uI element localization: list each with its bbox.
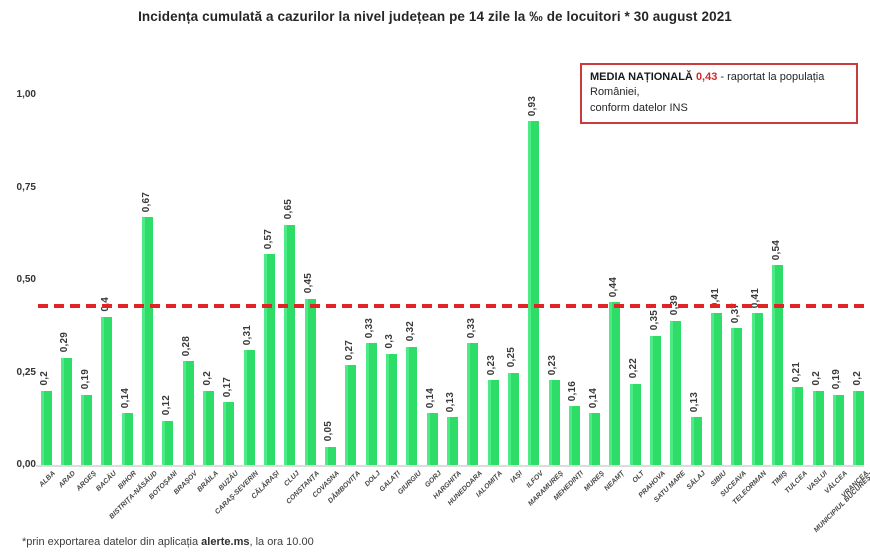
bar-dolj — [365, 342, 377, 465]
legend-text-line1: - raportat la populația României, — [590, 71, 825, 99]
bar-s-laj — [690, 416, 702, 465]
bar-value-label: 0,23 — [547, 354, 558, 375]
bar-value-label: 0,45 — [303, 273, 315, 294]
bar-value-label: 0,14 — [120, 387, 132, 409]
bar-value-label: 0,14 — [425, 387, 437, 409]
bar-buz-u — [223, 402, 235, 465]
bar-value-label: 0,27 — [343, 339, 355, 361]
national-average-dashed-line — [38, 303, 864, 308]
bar-value-label: 0,29 — [59, 332, 71, 353]
bar-br-ila — [203, 391, 215, 465]
bar-sibiu — [711, 313, 723, 465]
footnote: *prin exportarea datelor din aplicația a… — [22, 536, 314, 548]
bar-value-label: 0,65 — [282, 199, 294, 220]
bar-gala-i — [385, 354, 397, 465]
bar-prahova — [650, 335, 662, 465]
bar-value-label: 0,12 — [160, 395, 172, 416]
bar-teleorman — [751, 313, 763, 465]
bar-tulcea — [792, 387, 804, 465]
bar-harghita — [446, 416, 458, 465]
chart-title: Incidența cumulată a cazurilor la nivel … — [138, 9, 732, 24]
bar-value-label: 0,2 — [39, 371, 50, 386]
y-axis-tick-label: 0,25 — [16, 366, 36, 378]
y-axis-tick-label: 1,00 — [16, 89, 36, 100]
y-axis-tick-label: 0,75 — [16, 181, 36, 193]
bar-value-label: 0,2 — [851, 371, 863, 386]
footnote-suffix: , la ora 10.00 — [249, 536, 314, 548]
y-axis-tick-label: 0,00 — [16, 459, 36, 470]
bar-value-label: 0,2 — [811, 371, 823, 386]
bar-value-label: 0,67 — [140, 191, 152, 213]
bar-bac-u — [101, 317, 113, 465]
legend-value: 0,43 — [695, 71, 718, 83]
bar-arge- — [81, 394, 93, 465]
bar-olt — [629, 383, 641, 465]
bar-ia-i — [507, 372, 519, 465]
national-average-legend-box: MEDIA NAȚIONALĂ 0,43 - raportat la popul… — [580, 63, 858, 125]
bar-v-lcea — [832, 394, 844, 465]
bar-neam- — [609, 302, 621, 465]
bar-covasna — [324, 446, 336, 465]
bar-value-label: 0,28 — [181, 336, 193, 357]
bar-value-label: 0,3 — [384, 334, 396, 349]
bar-satu-mare — [670, 320, 682, 465]
bar-value-label: 0,14 — [587, 387, 599, 409]
bar-value-label: 0,13 — [445, 391, 457, 412]
legend-label: MEDIA NAȚIONALĂ — [590, 71, 693, 83]
bar-mehedin-i — [568, 405, 580, 465]
bar-value-label: 0,21 — [790, 362, 802, 383]
bar-value-label: 0,05 — [323, 421, 335, 442]
legend-text-line2: conform datelor INS — [590, 101, 688, 114]
bar-value-label: 0,35 — [648, 310, 660, 331]
bar-value-label: 0,23 — [486, 354, 498, 375]
bar-value-label: 0,31 — [242, 325, 254, 346]
bar-value-label: 0,19 — [831, 369, 843, 390]
bar-d-mbovi-a — [345, 365, 357, 465]
bar-maramure- — [548, 379, 560, 465]
bar-value-label: 0,32 — [404, 321, 416, 342]
y-axis-tick-label: 0,50 — [16, 274, 36, 285]
bar-value-label: 0,22 — [628, 358, 640, 379]
bar-value-label: 0,17 — [221, 376, 233, 398]
bar-gorj — [426, 413, 438, 465]
bar-suceava — [731, 328, 743, 465]
bar-ialomi-a — [487, 379, 499, 465]
bar-value-label: 0,13 — [689, 391, 701, 412]
bar-cluj — [284, 224, 296, 465]
footnote-app-name: alerte.ms — [201, 536, 250, 548]
bar-value-label: 0,44 — [607, 276, 619, 298]
bar-giurgiu — [406, 346, 418, 465]
bar-bra-ov — [182, 361, 194, 465]
bar-value-label: 0,19 — [79, 369, 91, 390]
bar-value-label: 0,2 — [201, 371, 213, 386]
bar-value-label: 0,33 — [364, 317, 376, 338]
bar-mure- — [589, 413, 601, 465]
bar-value-label: 0,57 — [262, 228, 274, 250]
bar-value-label: 0,33 — [465, 317, 477, 338]
footnote-prefix: *prin exportarea datelor din aplicația — [22, 536, 202, 548]
bar-vaslui — [812, 391, 824, 465]
bar-bistri-a-n-s-ud — [142, 217, 154, 465]
bar-bihor — [121, 413, 133, 465]
bar-vrancea — [853, 391, 865, 465]
bar-value-label: 0,16 — [567, 380, 579, 401]
bar-hunedoara — [467, 342, 479, 465]
bar-c-l-ra-i — [264, 254, 276, 465]
bar-boto-ani — [162, 420, 174, 465]
bar-value-label: 0,25 — [506, 347, 518, 368]
bar-cara-severin — [243, 350, 255, 465]
x-axis-baseline — [36, 465, 864, 467]
bar-arad — [60, 357, 72, 465]
bar-value-label: 0,93 — [526, 95, 538, 116]
bar-value-label: 0,54 — [770, 239, 782, 261]
bar-ilfov — [528, 120, 540, 465]
bar-constan-a — [304, 298, 316, 465]
bar-timi- — [772, 265, 784, 465]
bar-alba — [40, 391, 52, 465]
